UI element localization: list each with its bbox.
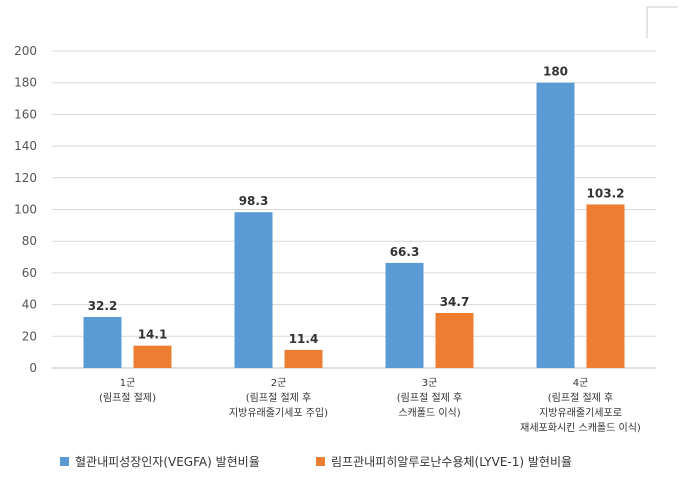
y-tick-label: 20 xyxy=(22,329,37,343)
data-label: 180 xyxy=(543,65,568,79)
y-tick-label: 80 xyxy=(22,234,37,248)
bars xyxy=(83,82,625,368)
bar-series1-group3 xyxy=(385,262,424,368)
legend-swatch xyxy=(60,457,69,466)
category-label: 지방유래줄기세포 주입) xyxy=(229,406,328,419)
y-tick-label: 100 xyxy=(14,203,37,217)
y-tick-label: 120 xyxy=(14,171,37,185)
legend-label: 림프관내피히알루로난수용체(LYVE-1) 발현비율 xyxy=(331,455,572,469)
category-label: 재세포화시킨 스캐폴드 이식) xyxy=(520,422,641,434)
data-label: 14.1 xyxy=(138,328,168,342)
category-label: 스캐폴드 이식) xyxy=(398,407,460,419)
category-label: 2군 xyxy=(271,377,287,389)
bar-series2-group4 xyxy=(586,204,625,368)
data-label: 103.2 xyxy=(587,186,625,200)
category-label: 1군 xyxy=(120,377,136,389)
y-tick-label: 200 xyxy=(14,44,37,58)
y-tick-label: 40 xyxy=(22,298,37,312)
data-label: 11.4 xyxy=(289,332,319,346)
bar-series2-group2 xyxy=(284,349,323,368)
y-tick-label: 60 xyxy=(22,266,37,280)
bar-series2-group3 xyxy=(435,313,474,368)
category-label: (림프절 절제 후 xyxy=(548,391,613,404)
y-tick-label: 140 xyxy=(14,139,37,153)
category-label: 4군 xyxy=(573,377,589,389)
bar-series1-group1 xyxy=(83,316,122,368)
y-tick-label: 180 xyxy=(14,76,37,90)
category-label: (림프절 절제) xyxy=(99,391,156,404)
legend-swatch xyxy=(316,457,325,466)
data-label: 66.3 xyxy=(390,245,420,259)
y-tick-label: 0 xyxy=(29,361,37,375)
data-label: 34.7 xyxy=(440,295,470,309)
legend: 혈관내피성장인자(VEGFA) 발현비율 림프관내피히알루로난수용체(LYVE-1… xyxy=(60,455,572,469)
data-label: 32.2 xyxy=(88,299,118,313)
data-label: 98.3 xyxy=(239,194,269,208)
bar-series1-group4 xyxy=(536,82,575,368)
y-axis-ticks: 0 20 40 60 80 100 120 140 160 180 200 xyxy=(14,44,37,375)
category-label: (림프절 절제 후 xyxy=(397,391,462,404)
category-label: 지방유래줄기세포로 xyxy=(539,407,622,419)
data-labels: 32.2 14.1 98.3 11.4 66.3 34.7 180 103.2 xyxy=(88,65,625,346)
y-tick-label: 160 xyxy=(14,107,37,121)
bar-series2-group1 xyxy=(133,345,172,368)
bar-series1-group2 xyxy=(234,212,273,368)
legend-label: 혈관내피성장인자(VEGFA) 발현비율 xyxy=(75,455,260,469)
category-label: 3군 xyxy=(422,377,438,389)
category-label: (림프절 절제 후 xyxy=(246,391,311,404)
